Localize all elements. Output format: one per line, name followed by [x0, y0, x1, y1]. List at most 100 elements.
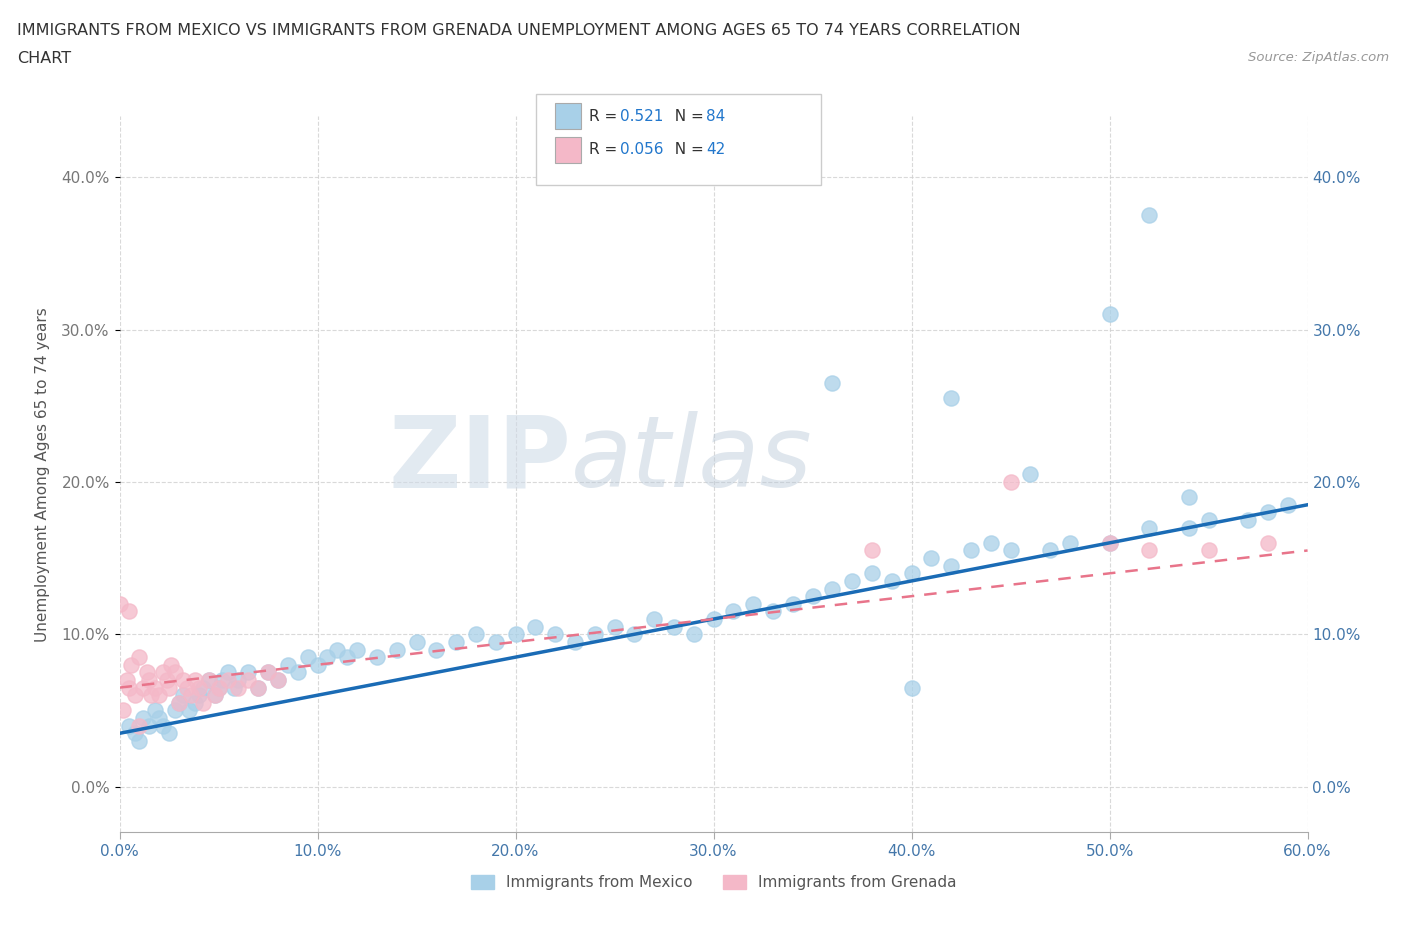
- Point: [167, 696, 190, 711]
- Point: [1000, 474, 1022, 489]
- Point: [1039, 543, 1062, 558]
- Point: [207, 680, 229, 695]
- Point: [187, 688, 209, 703]
- Point: [1257, 536, 1279, 551]
- Point: [120, 658, 142, 672]
- Point: [176, 680, 198, 695]
- Point: [247, 680, 270, 695]
- Point: [326, 642, 349, 657]
- Point: [141, 688, 163, 703]
- Point: [112, 703, 135, 718]
- Point: [267, 672, 290, 687]
- Point: [1277, 498, 1299, 512]
- Point: [143, 703, 166, 718]
- Point: [204, 688, 226, 703]
- Point: [128, 734, 150, 749]
- Point: [148, 688, 170, 703]
- Point: [544, 627, 567, 642]
- Point: [336, 650, 359, 665]
- Point: [191, 680, 214, 695]
- Point: [132, 680, 155, 695]
- Point: [405, 634, 427, 649]
- Point: [238, 665, 260, 680]
- Point: [128, 650, 150, 665]
- Point: [117, 672, 139, 687]
- Point: [238, 672, 260, 687]
- Text: atlas: atlas: [571, 411, 813, 509]
- Point: [163, 665, 186, 680]
- Point: [941, 391, 963, 405]
- Point: [184, 696, 207, 711]
- Point: [132, 711, 155, 725]
- Point: [187, 680, 209, 695]
- Point: [148, 711, 170, 725]
- Point: [224, 680, 246, 695]
- Point: [118, 680, 141, 695]
- Point: [703, 612, 725, 627]
- Point: [124, 726, 146, 741]
- Point: [821, 581, 844, 596]
- Point: [782, 596, 804, 611]
- Point: [136, 665, 159, 680]
- Text: 42: 42: [706, 142, 725, 157]
- Point: [152, 718, 174, 733]
- Point: [138, 718, 160, 733]
- Text: IMMIGRANTS FROM MEXICO VS IMMIGRANTS FROM GRENADA UNEMPLOYMENT AMONG AGES 65 TO : IMMIGRANTS FROM MEXICO VS IMMIGRANTS FRO…: [17, 23, 1021, 38]
- Point: [385, 642, 408, 657]
- Point: [941, 558, 963, 573]
- Point: [1178, 520, 1201, 535]
- Point: [603, 619, 626, 634]
- Point: [1059, 536, 1081, 551]
- Point: [228, 672, 250, 687]
- Point: [108, 596, 131, 611]
- Point: [1019, 467, 1042, 482]
- Text: R =: R =: [589, 142, 623, 157]
- Point: [177, 703, 200, 718]
- Point: [643, 612, 665, 627]
- Point: [1137, 543, 1160, 558]
- Point: [138, 672, 160, 687]
- Point: [267, 672, 290, 687]
- Text: 84: 84: [706, 109, 725, 124]
- Point: [980, 536, 1002, 551]
- Point: [762, 604, 785, 618]
- Point: [118, 718, 141, 733]
- Point: [184, 672, 207, 687]
- Point: [207, 680, 229, 695]
- Point: [247, 680, 270, 695]
- Point: [346, 642, 368, 657]
- Point: [960, 543, 983, 558]
- Point: [197, 672, 219, 687]
- Point: [1198, 512, 1220, 527]
- Point: [425, 642, 447, 657]
- Point: [157, 680, 180, 695]
- Point: [623, 627, 645, 642]
- Point: [128, 718, 150, 733]
- Legend: Immigrants from Mexico, Immigrants from Grenada: Immigrants from Mexico, Immigrants from …: [464, 869, 963, 897]
- Point: [197, 672, 219, 687]
- Point: [1000, 543, 1022, 558]
- Point: [163, 703, 186, 718]
- Point: [880, 574, 903, 589]
- Text: ZIP: ZIP: [388, 411, 571, 509]
- Point: [1098, 536, 1121, 551]
- Point: [228, 680, 250, 695]
- Point: [180, 688, 202, 703]
- Point: [860, 565, 883, 580]
- Point: [152, 665, 174, 680]
- Point: [920, 551, 942, 565]
- Point: [682, 627, 704, 642]
- Point: [860, 543, 883, 558]
- Point: [900, 680, 922, 695]
- Point: [1098, 536, 1121, 551]
- Point: [841, 574, 863, 589]
- Point: [172, 688, 194, 703]
- Point: [1237, 512, 1260, 527]
- Point: [118, 604, 141, 618]
- Point: [1257, 505, 1279, 520]
- Text: N =: N =: [665, 109, 709, 124]
- Point: [217, 665, 239, 680]
- Point: [1178, 490, 1201, 505]
- Text: CHART: CHART: [17, 51, 70, 66]
- Point: [143, 680, 166, 695]
